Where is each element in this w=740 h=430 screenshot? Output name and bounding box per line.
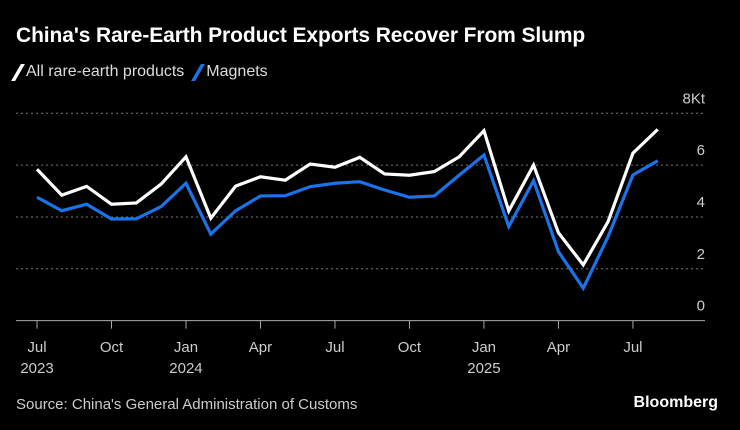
series-line-all-rare-earth <box>35 127 659 268</box>
y-tick-label: 2 <box>697 246 705 263</box>
x-tick-label: Oct <box>100 339 124 356</box>
legend-label-all: All rare-earth products <box>26 63 185 80</box>
source-note: Source: China's General Administration o… <box>16 396 358 413</box>
x-tick-label: Jul <box>623 339 642 356</box>
series-line-magnets <box>36 152 659 292</box>
x-tick-label: Apr <box>547 339 570 356</box>
x-tick-year: 2024 <box>169 360 202 377</box>
bloomberg-logo: Bloomberg <box>633 394 718 411</box>
y-tick-label: 0 <box>697 298 705 315</box>
chart-title: China's Rare-Earth Product Exports Recov… <box>16 24 586 47</box>
y-tick-label: 8Kt <box>682 90 705 107</box>
x-tick-label: Jul <box>325 339 344 356</box>
legend-label-magnets: Magnets <box>206 63 268 80</box>
x-tick-label: Jan <box>472 339 496 356</box>
y-tick-label: 4 <box>697 194 705 211</box>
y-tick-label: 6 <box>697 142 705 159</box>
x-tick-year: 2023 <box>20 360 53 377</box>
legend: All rare-earth products Magnets <box>11 63 268 81</box>
x-tick-year: 2025 <box>467 360 500 377</box>
legend-item-magnets: Magnets <box>191 63 268 81</box>
x-tick-label: Apr <box>249 339 272 356</box>
legend-item-all: All rare-earth products <box>11 63 185 81</box>
x-tick-label: Oct <box>398 339 422 356</box>
x-tick-label: Jul <box>27 339 46 356</box>
x-tick-label: Jan <box>174 339 198 356</box>
